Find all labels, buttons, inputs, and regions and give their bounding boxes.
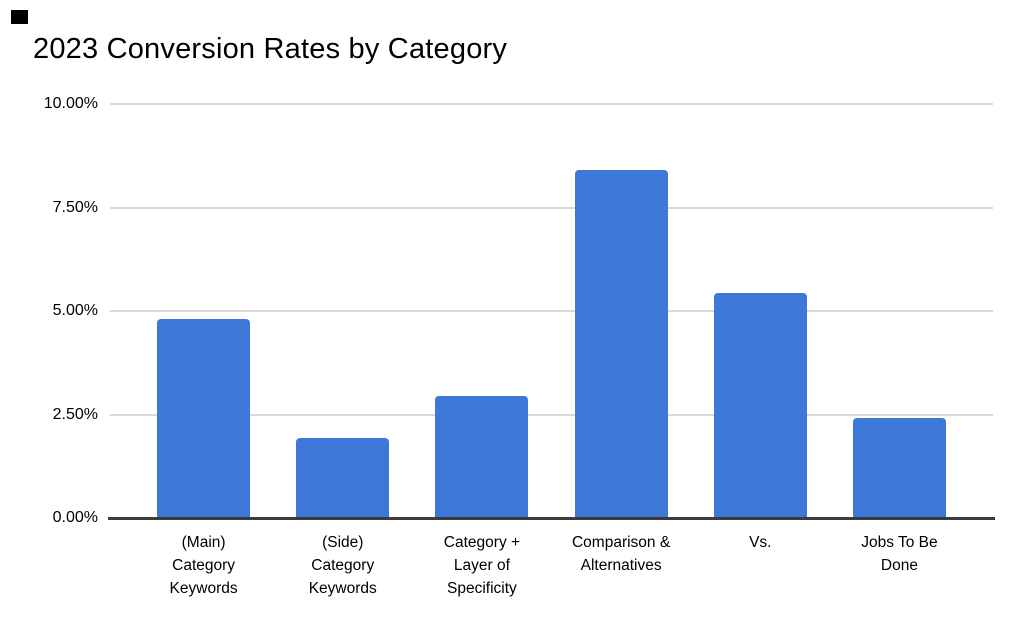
x-tick-label: Vs. [749, 534, 772, 551]
bar [713, 292, 807, 518]
x-tick-label: Jobs To Be Done [861, 534, 938, 574]
x-axis-line [108, 517, 995, 520]
x-tick-label: Comparison & Alternatives [571, 534, 671, 574]
y-tick-label: 7.50% [52, 198, 98, 216]
chart-title: 2023 Conversion Rates by Category [33, 33, 508, 65]
y-axis-labels: 10.00% 7.50% 5.00% 2.50% 0.00% [0, 95, 98, 526]
y-tick-label: 5.00% [52, 302, 98, 319]
x-tick-label: (Main) Category Keywords [169, 534, 238, 597]
bar-band [134, 104, 273, 518]
plot-area [108, 103, 995, 520]
y-tick-label: 2.50% [52, 405, 98, 423]
bar-band [412, 104, 551, 518]
corner-artifact-mark [11, 10, 28, 24]
bar-band [691, 104, 830, 518]
gridline [110, 413, 993, 416]
x-tick-label: (Side) Category Keywords [308, 534, 377, 597]
y-tick-label: 0.00% [52, 509, 98, 526]
y-tick-label: 10.00% [43, 95, 98, 112]
bar-band [552, 104, 691, 518]
gridline [110, 206, 993, 209]
bar [435, 395, 529, 518]
bar [574, 170, 668, 518]
x-axis-labels: (Main) Category Keywords (Side) Category … [134, 531, 969, 600]
bar [296, 438, 390, 518]
gridline [110, 310, 993, 312]
bars-container [134, 104, 969, 518]
bar [852, 417, 946, 518]
bar-band [830, 104, 969, 518]
gridline [110, 103, 993, 105]
x-tick-label: Category + Layer of Specificity [443, 534, 521, 597]
bar [157, 318, 251, 518]
bar-band [273, 104, 412, 518]
